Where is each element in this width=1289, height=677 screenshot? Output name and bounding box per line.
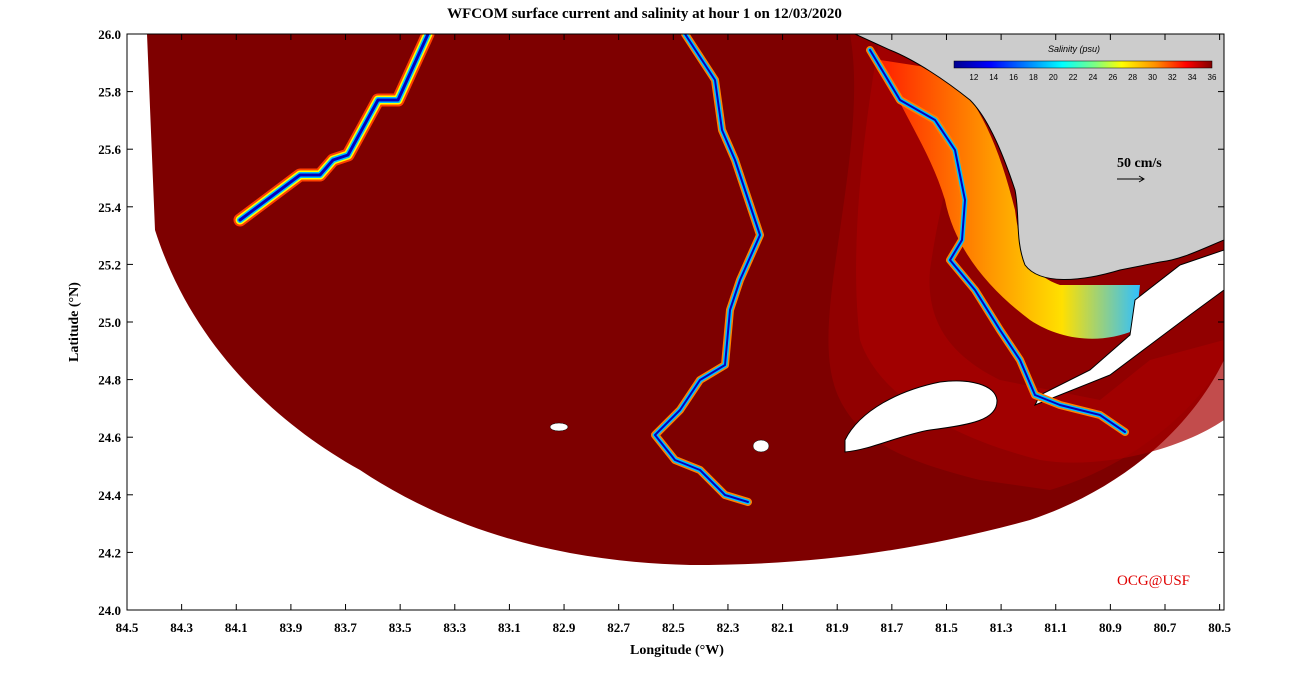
colorbar-tick-label: 34 [1188,73,1197,82]
x-tick-label: 80.7 [1154,620,1177,635]
credit-label: OCG@USF [1117,573,1191,589]
x-tick-label: 82.9 [553,620,576,635]
colorbar-tick-label: 20 [1049,73,1058,82]
streak-east [866,46,1129,436]
y-tick-label: 24.0 [98,603,121,618]
y-tick-label: 26.0 [98,27,121,42]
x-tick-label: 80.5 [1208,620,1231,635]
y-tick-label: 24.8 [98,373,121,388]
x-tick-label: 80.9 [1099,620,1122,635]
x-tick-label: 84.1 [225,620,248,635]
x-tick-label: 83.1 [498,620,521,635]
y-axis-label: Latitude (°N) [67,282,82,362]
land-keys [1033,249,1224,406]
colorbar-tick-label: 26 [1108,73,1117,82]
x-tick-label: 81.3 [990,620,1013,635]
x-tick-label: 81.9 [826,620,849,635]
x-tick-label: 82.5 [662,620,685,635]
x-tick-label: 83.7 [334,620,357,635]
y-axis: 24.0 24.2 24.4 24.6 24.8 25.0 25.2 25.4 25.6 25.8… [98,27,1224,618]
x-tick-label: 83.5 [389,620,412,635]
island-small-2 [752,439,770,453]
colorbar-tick-label: 18 [1029,73,1038,82]
colorbar-tick-label: 14 [989,73,998,82]
island-small-1 [549,422,569,432]
y-tick-label: 24.6 [98,430,121,445]
streak-west [233,34,435,227]
colorbar-tick-label: 12 [969,73,978,82]
streak-central [651,34,764,506]
x-tick-label: 82.7 [607,620,630,635]
x-tick-label: 81.7 [880,620,903,635]
y-tick-label: 24.2 [98,545,121,560]
x-tick-label: 81.5 [935,620,958,635]
x-tick-label: 83.3 [443,620,466,635]
x-tick-label: 84.5 [116,620,139,635]
x-tick-label: 82.1 [771,620,794,635]
x-tick-label: 82.3 [717,620,740,635]
map-title: WFCOM surface current and salinity at ho… [447,6,842,22]
scale-vector-label: 50 cm/s [1117,156,1162,171]
colorbar-tick-label: 36 [1208,73,1217,82]
x-tick-label: 83.9 [280,620,303,635]
land-florida [854,34,1224,280]
colorbar-ticks: 12 14 16 18 20 22 24 26 28 30 32 34 36 [969,73,1217,82]
x-tick-label: 81.1 [1044,620,1067,635]
y-tick-label: 24.4 [98,488,121,503]
scale-arrow-icon [1117,175,1145,183]
colorbar-title: Salinity (psu) [1048,44,1101,54]
colorbar-tick-label: 16 [1009,73,1018,82]
y-tick-label: 25.6 [98,142,121,157]
y-tick-label: 25.4 [98,200,121,215]
x-tick-label: 84.3 [170,620,193,635]
y-tick-label: 25.0 [98,315,121,330]
island-large [844,380,998,453]
x-axis-label: Longitude (°W) [630,643,724,658]
y-tick-label: 25.8 [98,85,121,100]
salinity-colorbar [953,60,1213,69]
y-tick-label: 25.2 [98,257,121,272]
colorbar-tick-label: 32 [1168,73,1177,82]
colorbar-tick-label: 30 [1148,73,1157,82]
colorbar-tick-label: 28 [1128,73,1137,82]
x-axis: 84.5 84.3 84.1 83.9 83.7 83.5 83.3 83.1 82.9 82.7… [116,34,1232,635]
colorbar-tick-label: 24 [1088,73,1097,82]
colorbar-tick-label: 22 [1069,73,1078,82]
